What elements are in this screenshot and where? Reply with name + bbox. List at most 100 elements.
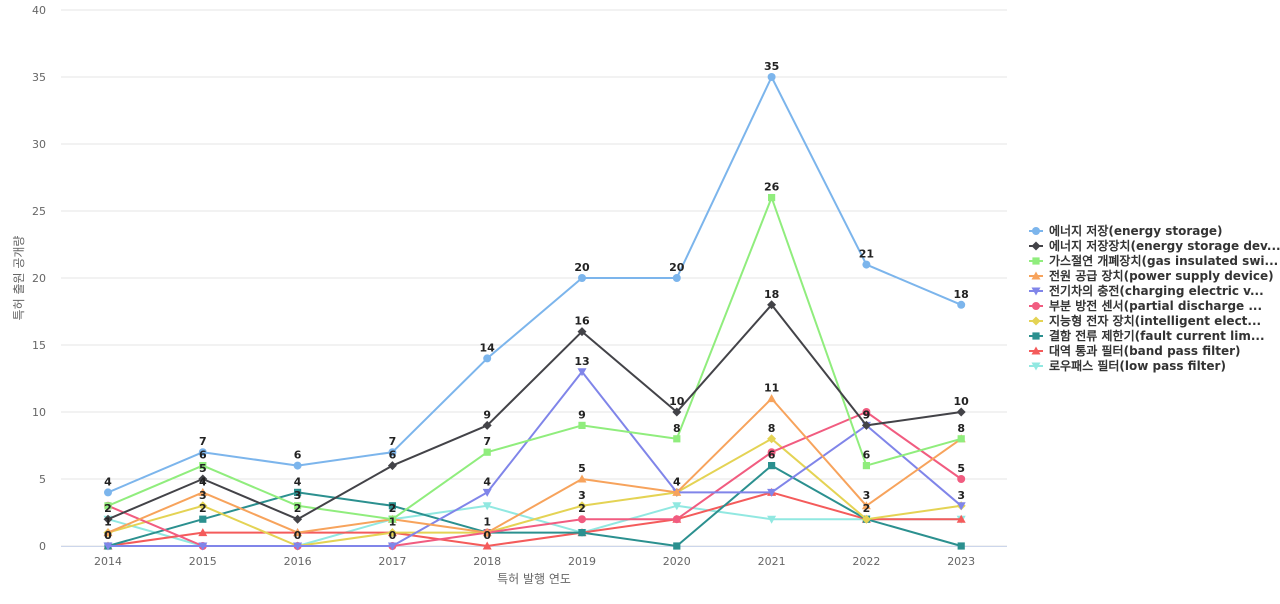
data-point (767, 73, 776, 81)
data-point (387, 542, 397, 551)
data-label: 5 (578, 462, 586, 475)
x-tick-label: 2023 (947, 555, 975, 568)
data-point (387, 528, 397, 538)
legend-item[interactable]: 에너지 저장(energy storage) (1029, 223, 1223, 238)
data-point (103, 514, 113, 524)
legend-label: 결함 전류 제한기(fault current lim... (1049, 328, 1265, 343)
x-tick-label: 2015 (189, 555, 217, 568)
data-point (198, 501, 208, 511)
series-line (107, 196, 962, 521)
data-point (862, 408, 871, 416)
data-point (956, 407, 966, 417)
data-point (862, 462, 870, 470)
data-point (482, 502, 492, 511)
data-point (672, 515, 681, 524)
data-point (482, 420, 492, 430)
y-tick-label: 10 (32, 406, 46, 419)
legend-item[interactable]: 지능형 전자 장치(intelligent elect... (1029, 313, 1261, 328)
legend-item[interactable]: 에너지 저장장치(energy storage dev... (1029, 238, 1280, 253)
legend-label: 에너지 저장장치(energy storage dev... (1049, 238, 1280, 253)
data-label: 13 (574, 355, 589, 368)
legend-symbol (1032, 257, 1040, 265)
data-point (673, 542, 681, 550)
data-point (861, 420, 871, 430)
x-tick-label: 2014 (94, 555, 122, 568)
data-point (293, 514, 303, 524)
data-point (767, 434, 777, 444)
data-point (862, 260, 871, 269)
legend-symbol (1031, 346, 1041, 355)
data-point (578, 515, 586, 524)
data-label: 7 (199, 435, 207, 448)
data-point (198, 528, 208, 537)
legend-symbol (1032, 227, 1040, 235)
x-axis-title: 특허 발행 연도 (497, 571, 571, 586)
data-label: 7 (483, 435, 491, 448)
data-label: 11 (764, 382, 779, 395)
data-point (483, 448, 491, 456)
data-label: 26 (764, 181, 780, 194)
data-point (578, 421, 586, 429)
legend-symbol (1032, 332, 1040, 340)
legend-symbol (1031, 241, 1041, 251)
data-label: 1 (104, 516, 112, 529)
data-point (767, 515, 777, 524)
legend-label: 지능형 전자 장치(intelligent elect... (1049, 313, 1261, 328)
data-label: 3 (957, 489, 965, 502)
data-label: 9 (863, 408, 871, 421)
data-point (767, 394, 777, 403)
legend-item[interactable]: 대역 통과 필터(band pass filter) (1029, 343, 1241, 358)
legend-item[interactable]: 전원 공급 장치(power supply device) (1029, 268, 1274, 283)
data-label: 20 (574, 261, 590, 274)
data-label: 18 (954, 288, 969, 301)
y-tick-label: 25 (32, 205, 46, 218)
y-tick-label: 35 (32, 71, 46, 84)
data-label: 8 (768, 422, 776, 435)
legend-symbol (1031, 287, 1041, 296)
legend-item[interactable]: 가스절연 개폐장치(gas insulated swi... (1029, 253, 1278, 268)
data-label: 2 (578, 502, 586, 515)
data-point (577, 327, 587, 337)
data-label: 8 (957, 422, 965, 435)
data-label: 2 (104, 502, 112, 515)
y-axis-title: 특허 출원 공개량 (12, 236, 26, 321)
legend[interactable]: 에너지 저장(energy storage)에너지 저장장치(energy st… (1029, 223, 1280, 373)
data-label: 18 (764, 288, 779, 301)
data-point (104, 488, 112, 497)
data-point (768, 194, 776, 202)
data-label: 3 (578, 489, 586, 502)
data-point (482, 541, 492, 550)
x-tick-label: 2018 (473, 555, 501, 568)
data-point (956, 514, 966, 523)
data-label: 2 (863, 502, 871, 515)
data-label: 2 (294, 502, 302, 515)
data-point (198, 474, 208, 484)
x-tick-label: 2022 (852, 555, 880, 568)
data-point (199, 515, 207, 523)
data-label: 0 (294, 529, 302, 542)
data-point (767, 300, 777, 310)
legend-item[interactable]: 결함 전류 제한기(fault current lim... (1029, 328, 1265, 343)
data-point (388, 448, 397, 457)
data-point (957, 300, 966, 309)
legend-item[interactable]: 전기차의 충전(charging electric v... (1029, 283, 1264, 298)
data-label: 4 (104, 475, 112, 488)
data-point (861, 501, 871, 510)
series-line (107, 464, 962, 547)
data-label: 0 (104, 529, 112, 542)
data-label: 16 (574, 315, 590, 328)
legend-item[interactable]: 부분 방전 센서(partial discharge ... (1029, 298, 1262, 313)
data-point (673, 435, 681, 443)
data-point (957, 435, 965, 443)
data-label: 14 (480, 341, 496, 354)
data-point (103, 528, 113, 537)
legend-label: 부분 방전 센서(partial discharge ... (1049, 298, 1262, 313)
data-point (103, 542, 113, 551)
data-point (861, 514, 871, 524)
data-point (672, 274, 681, 282)
legend-item[interactable]: 로우패스 필터(low pass filter) (1029, 358, 1226, 373)
data-label: 0 (389, 529, 397, 542)
